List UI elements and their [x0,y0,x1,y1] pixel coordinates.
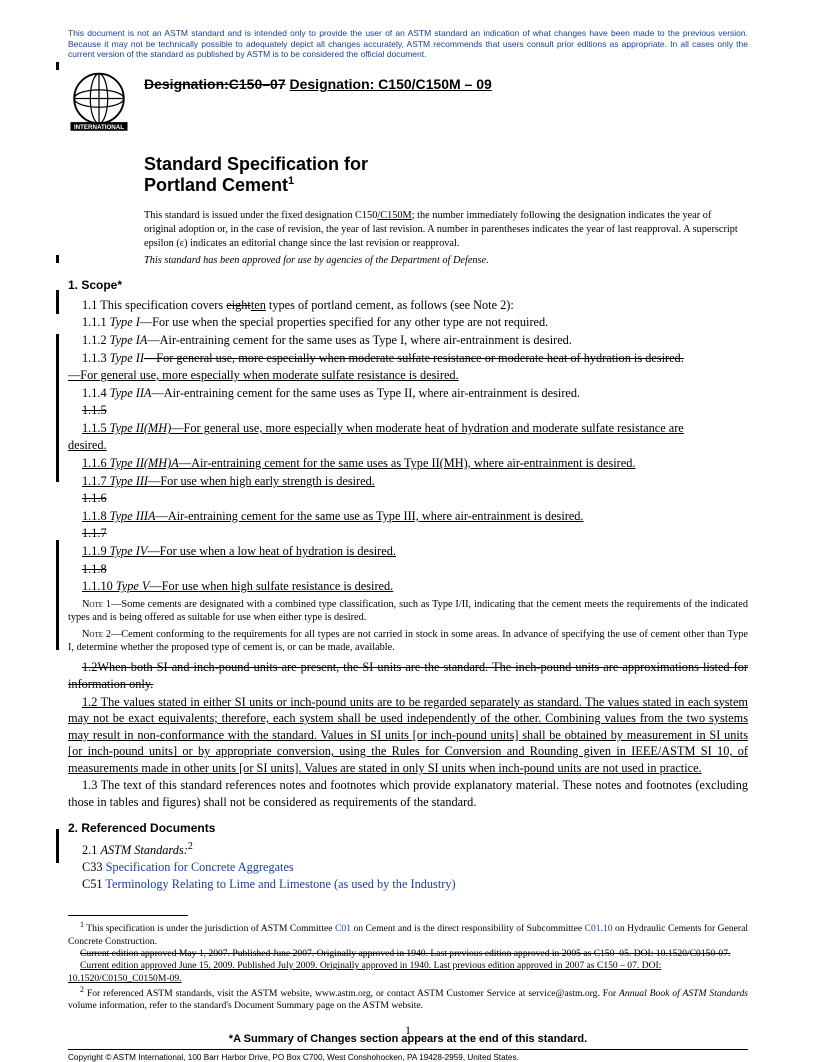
copyright: Copyright © ASTM International, 100 Barr… [68,1049,748,1062]
designation-new: Designation: C150/C150M – 09 [290,76,492,92]
scope-heading: 1. Scope* [68,278,748,292]
para-1.2-old: 1.2When both SI and inch-pound units are… [68,659,748,692]
changebar [56,334,59,482]
footnote-1-new2: 10.1520/C0150_C0150M-09. [68,973,748,985]
para-1.1.9-new: 1.1.9 Type IV—For use when a low heat of… [68,543,748,560]
para-1.1.8-new: 1.1.8 Type IIIA—Air-entraining cement fo… [68,508,748,525]
changebar [56,540,59,650]
spec-title: Standard Specification for Portland Ceme… [144,154,748,197]
title-line1: Standard Specification for [144,154,368,174]
para-1.1.10-new: 1.1.10 Type V—For use when high sulfate … [68,578,748,595]
changebar [56,290,59,314]
footnote-2: 2 For referenced ASTM standards, visit t… [68,985,748,1013]
para-1.1.3-old: 1.1.3 Type II—For general use, more espe… [68,350,748,367]
para-1.1.5-new-cont: desired. [68,437,748,454]
para-1.1.6-old: 1.1.6 [68,490,748,507]
title-line2: Portland Cement [144,175,288,195]
note-1: Note 1—Some cements are designated with … [68,598,748,625]
svg-text:INTERNATIONAL: INTERNATIONAL [74,124,124,131]
footnote-rule [68,915,188,916]
link-c51[interactable]: Terminology Relating to Lime and Limesto… [105,877,455,891]
ref-c33: C33 Specification for Concrete Aggregate… [82,859,748,876]
dod-note: This standard has been approved for use … [144,255,748,266]
para-1.1: 1.1 This specification covers eightten t… [68,297,748,314]
disclaimer-text: This document is not an ASTM standard an… [68,28,748,60]
para-1.1.5-old: 1.1.5 [68,402,748,419]
page-number: 1 [405,1023,411,1038]
refs-heading: 2. Referenced Documents [68,821,748,835]
header: INTERNATIONAL Designation:C150–07 Design… [68,70,748,132]
para-1.1.1: 1.1.1 Type I—For use when the special pr… [68,314,748,331]
para-1.3: 1.3 The text of this standard references… [68,777,748,810]
link-c0110[interactable]: C01.10 [585,924,613,935]
footnote-1-new: Current edition approved June 15, 2009. … [68,960,748,972]
para-1.1.5-new: 1.1.5 Type II(MH)—For general use, more … [68,420,748,437]
note-2: Note 2—Cement conforming to the requirem… [68,628,748,655]
issuance-note: This standard is issued under the fixed … [144,209,738,251]
link-c01[interactable]: C01 [335,924,351,935]
para-1.1.4: 1.1.4 Type IIA—Air-entraining cement for… [68,385,748,402]
footnote-1-old: Current edition approved May 1, 2007. Pu… [68,948,748,960]
footnote-1: 1 This specification is under the jurisd… [68,920,748,948]
title-sup: 1 [288,175,294,187]
para-1.1.2: 1.1.2 Type IA—Air-entraining cement for … [68,332,748,349]
para-1.2-new: 1.2 The values stated in either SI units… [68,694,748,777]
ref-2.1: 2.1 ASTM Standards:2 [82,840,748,859]
link-c33[interactable]: Specification for Concrete Aggregates [106,860,294,874]
designation: Designation:C150–07 Designation: C150/C1… [144,76,492,92]
ref-c51: C51 Terminology Relating to Lime and Lim… [82,876,748,893]
astm-logo: INTERNATIONAL [68,70,130,132]
para-1.1.7-old: 1.1.7 [68,525,748,542]
para-1.1.3-new: —For general use, more especially when m… [68,367,748,384]
para-1.1.7-new: 1.1.7 Type III—For use when high early s… [68,473,748,490]
para-1.1.6-new: 1.1.6 Type II(MH)A—Air-entraining cement… [68,455,748,472]
para-1.1.8-old: 1.1.8 [68,561,748,578]
designation-old: Designation:C150–07 [144,76,286,92]
changebar [56,255,59,263]
changebar [56,62,59,70]
changebar [56,829,59,863]
